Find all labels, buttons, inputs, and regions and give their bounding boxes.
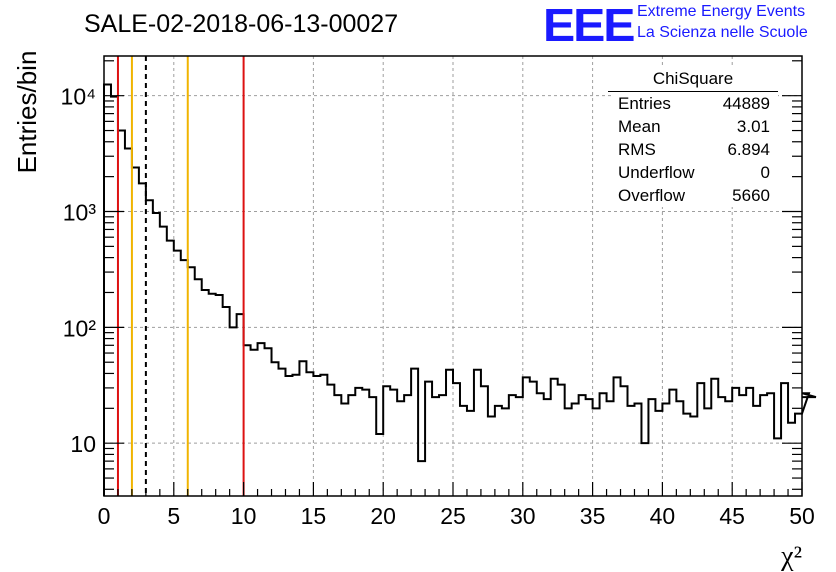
stats-title: ChiSquare [608, 67, 778, 92]
x-tick-label: 45 [719, 503, 745, 529]
stats-label: Mean [618, 117, 661, 136]
x-tick-label: 0 [98, 503, 111, 529]
vertical-lines [116, 56, 245, 496]
y-tick-label: 10⁴ [61, 84, 96, 110]
axis-ticks [103, 60, 803, 496]
y-tick-labels: 10 10² 10³ 10⁴ [61, 84, 97, 458]
stats-row: Entries 44889 [612, 92, 778, 115]
x-tick-label: 5 [167, 503, 180, 529]
y-tick-label: 10² [63, 315, 97, 341]
y-axis-label: Entries/bin [12, 51, 42, 174]
x-tick-label: 20 [370, 503, 396, 529]
stats-row: Underflow 0 [612, 161, 778, 184]
y-tick-label: 10 [70, 431, 96, 457]
stats-box: ChiSquare Entries 44889 Mean 3.01 RMS 6.894… [608, 67, 778, 207]
x-tick-label: 40 [650, 503, 676, 529]
stats-value: 0 [760, 163, 770, 182]
stats-value: 44889 [722, 94, 770, 113]
x-axis-label: χ² [780, 541, 802, 572]
x-tick-labels: 0 5 10 15 20 25 30 35 40 45 50 [98, 503, 815, 529]
stats-row: Overflow 5660 [612, 184, 778, 207]
stats-value: 5660 [732, 186, 770, 205]
x-tick-label: 50 [789, 503, 815, 529]
histogram [103, 83, 817, 496]
x-tick-label: 15 [301, 503, 327, 529]
stats-value: 6.894 [727, 140, 770, 159]
tagline-line-1: Extreme Energy Events [637, 3, 806, 20]
x-tick-label: 30 [510, 503, 536, 529]
run-title: SALE-02-2018-06-13-00027 [84, 10, 399, 38]
eee-logo: EEE [543, 0, 635, 51]
stats-label: Entries [618, 94, 671, 113]
x-tick-label: 35 [580, 503, 606, 529]
tagline-line-2: La Scienza nelle Scuole [637, 24, 808, 41]
stats-label: RMS [618, 140, 656, 159]
stats-label: Underflow [618, 163, 695, 182]
x-tick-label: 10 [231, 503, 257, 529]
histogram-outline [103, 83, 817, 496]
stats-row: RMS 6.894 [612, 138, 778, 161]
x-tick-label: 25 [440, 503, 466, 529]
stats-row: Mean 3.01 [612, 115, 778, 138]
y-tick-label: 10³ [63, 200, 97, 226]
stats-value: 3.01 [736, 117, 770, 136]
stats-label: Overflow [618, 186, 686, 205]
